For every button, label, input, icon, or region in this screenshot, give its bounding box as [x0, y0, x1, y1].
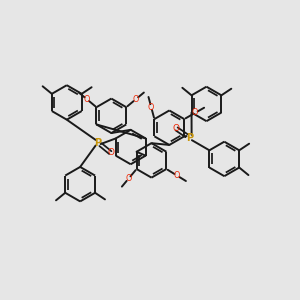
- Text: P: P: [94, 138, 101, 148]
- Text: O: O: [173, 124, 180, 133]
- Text: O: O: [107, 148, 114, 158]
- Text: O: O: [125, 174, 132, 183]
- Text: O: O: [84, 95, 90, 104]
- Text: O: O: [174, 171, 180, 180]
- Text: P: P: [186, 133, 193, 142]
- Text: O: O: [148, 103, 154, 112]
- Text: O: O: [133, 95, 139, 104]
- Text: O: O: [192, 108, 198, 117]
